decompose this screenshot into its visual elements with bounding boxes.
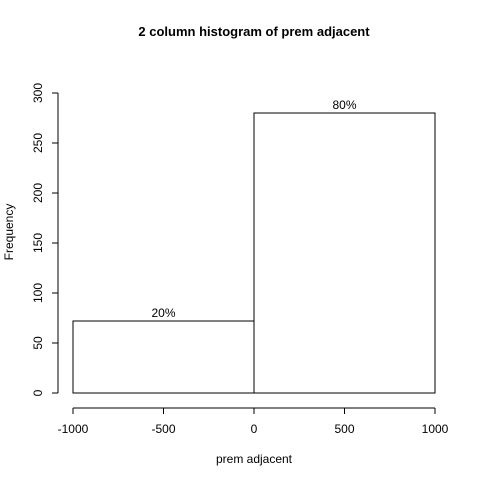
x-tick-label: -1000 [58, 422, 89, 436]
chart-title: 2 column histogram of prem adjacent [138, 24, 370, 39]
bars-group [72, 112, 436, 394]
histogram-bar-2 [253, 112, 436, 394]
y-tick-label: 100 [31, 283, 45, 303]
y-axis-label: Frequency [2, 204, 16, 261]
x-tick-label: -500 [151, 422, 175, 436]
y-tick-label: 50 [31, 336, 45, 350]
y-axis: 0 50 100 150 200 250 300 [31, 83, 59, 396]
bar-labels-group: 20% 80% [151, 98, 356, 320]
x-axis: -1000 -500 0 500 1000 [58, 407, 449, 436]
y-tick-label: 200 [31, 183, 45, 203]
y-tick-label: 0 [31, 389, 45, 396]
y-tick-label: 300 [31, 83, 45, 103]
histogram-bar-1 [72, 320, 255, 394]
x-tick-label: 500 [334, 422, 354, 436]
x-tick-label: 0 [251, 422, 258, 436]
y-tick-label: 250 [31, 133, 45, 153]
y-tick-label: 150 [31, 233, 45, 253]
x-axis-label: prem adjacent [216, 452, 293, 466]
bar-percent-label-1: 20% [151, 306, 175, 320]
x-tick-label: 1000 [422, 422, 449, 436]
bar-percent-label-2: 80% [332, 98, 356, 112]
